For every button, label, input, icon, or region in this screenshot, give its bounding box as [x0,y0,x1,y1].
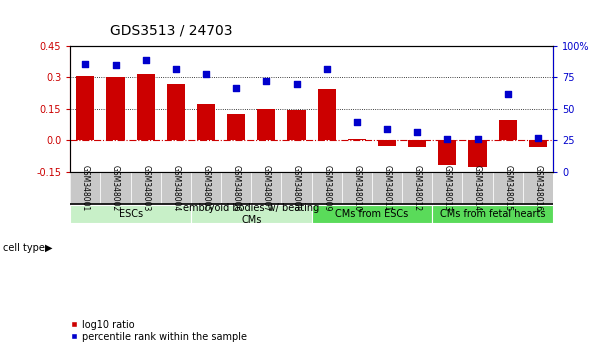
Text: GDS3513 / 24703: GDS3513 / 24703 [110,23,232,37]
Bar [529,141,547,147]
Bar [469,141,486,167]
Text: GSM348014: GSM348014 [473,165,482,211]
Bar [167,84,185,141]
Bar [106,78,125,141]
Text: GSM348010: GSM348010 [353,165,361,211]
Bar [492,172,523,204]
Text: embryoid bodies w/ beating
CMs: embryoid bodies w/ beating CMs [183,203,320,225]
Text: GSM348013: GSM348013 [443,165,452,211]
Bar [378,141,396,145]
Text: GSM348011: GSM348011 [382,165,392,211]
Point [322,66,332,72]
Point [81,61,90,67]
Point [201,71,211,76]
Bar [463,172,492,204]
Text: GSM348004: GSM348004 [171,165,180,211]
Text: GSM348001: GSM348001 [81,165,90,211]
Bar [408,141,426,147]
Text: GSM348003: GSM348003 [141,165,150,211]
Text: GSM348002: GSM348002 [111,165,120,211]
Point [262,79,271,84]
Text: ▶: ▶ [45,243,52,253]
Text: GSM348005: GSM348005 [202,165,211,211]
Text: CMs from ESCs: CMs from ESCs [335,209,409,219]
Bar [131,172,161,204]
Bar [523,172,553,204]
Point [412,129,422,135]
Point [232,85,241,90]
Text: CMs from fetal hearts: CMs from fetal hearts [440,209,546,219]
Bar [100,172,131,204]
Bar [312,172,342,204]
Point [382,126,392,132]
Point [473,136,483,142]
Text: GSM348007: GSM348007 [262,165,271,211]
Legend: log10 ratio, percentile rank within the sample: log10 ratio, percentile rank within the … [66,316,251,346]
Bar [433,172,463,204]
Bar [251,172,282,204]
Text: cell type: cell type [3,243,45,253]
Text: GSM348012: GSM348012 [412,165,422,211]
Text: GSM348008: GSM348008 [292,165,301,211]
Bar [227,114,245,141]
Bar [221,172,251,204]
Point [352,119,362,124]
Bar [257,109,276,141]
Text: GSM348015: GSM348015 [503,165,512,211]
Point [503,91,513,97]
Point [141,57,150,63]
Bar [342,172,372,204]
Point [111,62,120,68]
Text: GSM348009: GSM348009 [322,165,331,211]
Text: ESCs: ESCs [119,209,142,219]
Bar [191,172,221,204]
Bar [76,76,95,141]
Bar [433,205,553,223]
Bar [197,104,215,141]
Point [533,135,543,141]
Bar [499,120,517,141]
Bar [161,172,191,204]
Point [291,81,301,87]
Bar [70,205,191,223]
Bar [282,172,312,204]
Bar [318,89,336,141]
Bar [438,141,456,165]
Bar [288,110,306,141]
Bar [70,172,100,204]
Point [171,66,181,72]
Point [442,136,452,142]
Bar [402,172,433,204]
Bar [372,172,402,204]
Bar [191,205,312,223]
Text: GSM348016: GSM348016 [533,165,543,211]
Bar [312,205,433,223]
Bar [348,139,366,141]
Text: GSM348006: GSM348006 [232,165,241,211]
Bar [137,74,155,141]
